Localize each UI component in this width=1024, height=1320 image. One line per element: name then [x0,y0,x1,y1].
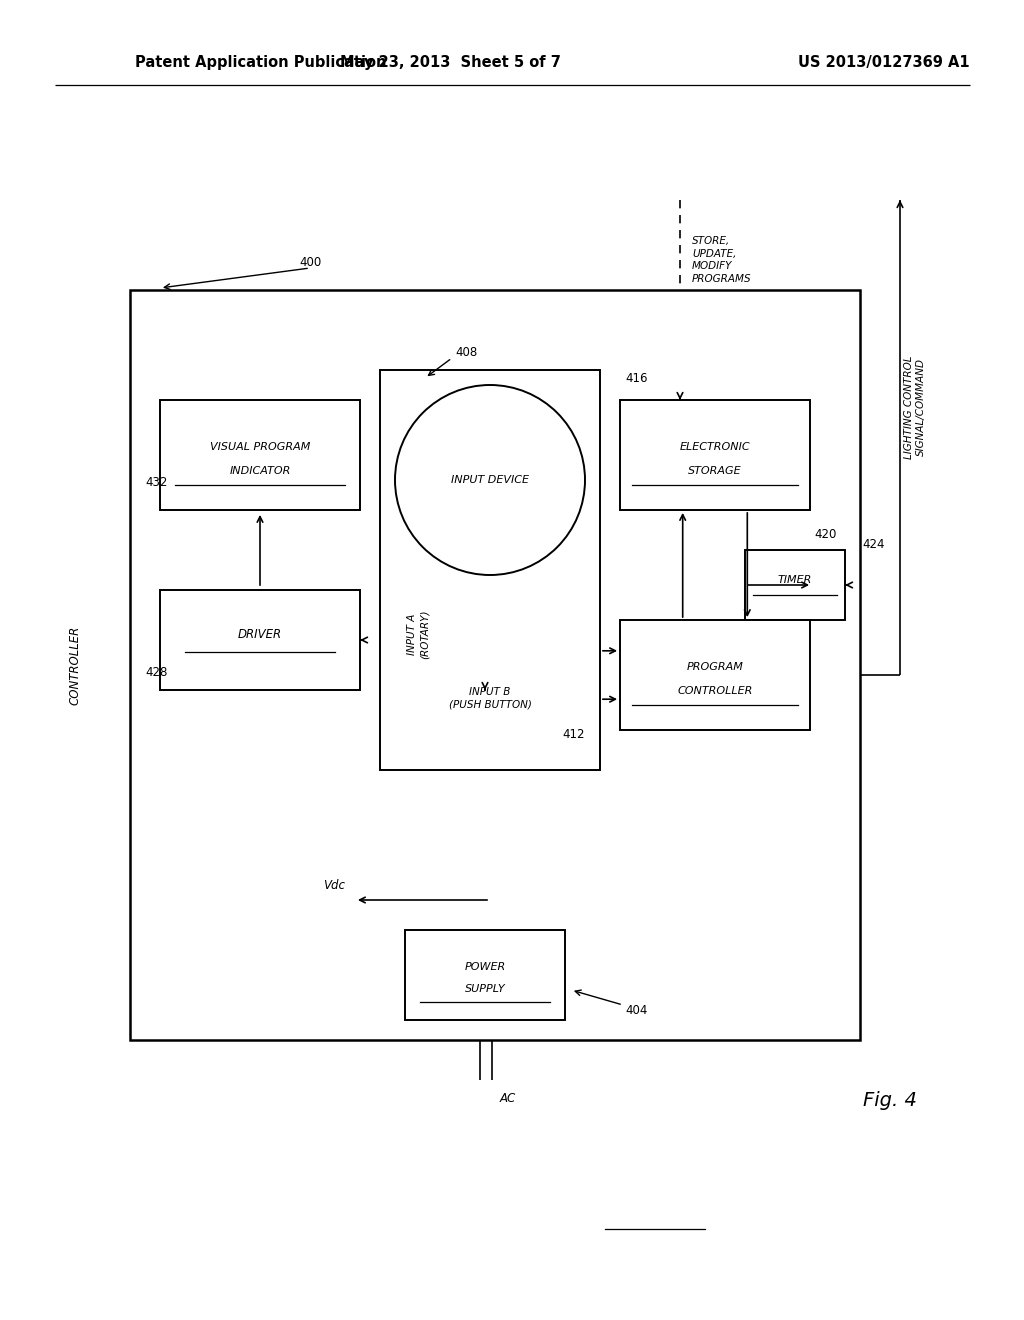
Text: PROGRAM: PROGRAM [686,663,743,672]
Text: Fig. 4: Fig. 4 [863,1090,916,1110]
Text: SUPPLY: SUPPLY [465,983,505,994]
Text: 424: 424 [862,539,885,552]
Text: 416: 416 [625,371,647,384]
Text: STORE,
UPDATE,
MODIFY
PROGRAMS: STORE, UPDATE, MODIFY PROGRAMS [692,236,752,284]
Text: STORAGE: STORAGE [688,466,741,477]
Bar [745,550,845,620]
Text: CONTROLLER: CONTROLLER [677,686,753,696]
Text: POWER: POWER [464,962,506,972]
Text: INPUT DEVICE: INPUT DEVICE [451,475,529,484]
Bar [380,370,600,770]
Text: 432: 432 [145,477,167,488]
Text: US 2013/0127369 A1: US 2013/0127369 A1 [799,54,970,70]
Bar [406,931,565,1020]
Text: Patent Application Publication: Patent Application Publication [135,54,386,70]
Text: LIGHTING CONTROL
SIGNAL/COMMAND: LIGHTING CONTROL SIGNAL/COMMAND [903,356,927,459]
Text: 412: 412 [562,729,585,742]
Text: 404: 404 [625,1003,647,1016]
Text: AC: AC [500,1092,516,1105]
Text: INPUT A
(ROTARY): INPUT A (ROTARY) [407,610,429,659]
Bar [160,590,360,690]
Text: DRIVER: DRIVER [238,628,282,642]
Bar [620,400,810,510]
Bar [160,400,360,510]
Text: INPUT B
(PUSH BUTTON): INPUT B (PUSH BUTTON) [449,686,531,709]
Text: ELECTRONIC: ELECTRONIC [680,442,751,451]
Text: 428: 428 [145,665,167,678]
Text: INDICATOR: INDICATOR [229,466,291,477]
Text: May 23, 2013  Sheet 5 of 7: May 23, 2013 Sheet 5 of 7 [340,54,560,70]
Bar [130,290,860,1040]
Text: VISUAL PROGRAM: VISUAL PROGRAM [210,442,310,451]
Text: 400: 400 [299,256,322,268]
Text: Vdc: Vdc [323,879,345,892]
Text: 420: 420 [814,528,837,541]
Text: 408: 408 [455,346,477,359]
Text: CONTROLLER: CONTROLLER [69,626,82,705]
Bar [620,620,810,730]
Text: TIMER: TIMER [778,576,812,585]
